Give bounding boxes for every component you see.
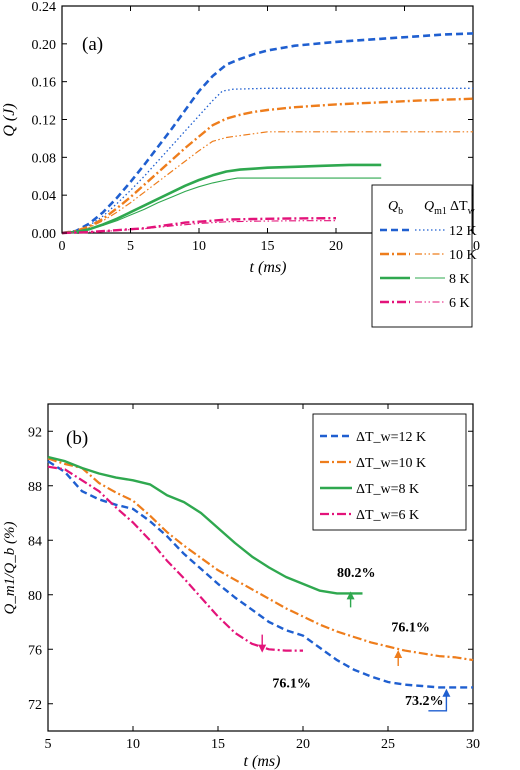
legend-b-label-3: ΔT_w=6 K [356, 508, 419, 523]
y-tick-label-a-0: 0.00 [32, 227, 57, 242]
annotation-label-3: 73.2% [405, 694, 444, 709]
series-group-a [61, 32, 474, 235]
annotation-arrowhead-3 [442, 688, 451, 697]
series-line-a-2 [61, 97, 474, 235]
annotation-group-b: 80.2% 76.1% 76.1% 73.2% [258, 566, 451, 712]
y-tick-label-b-2: 80 [28, 589, 42, 604]
series-line-a-0 [61, 32, 474, 235]
annotation-arrowhead-2 [258, 644, 267, 653]
x-tick-label-a-4: 20 [329, 239, 343, 254]
legend-a-header-0: Qb [388, 199, 403, 217]
x-tick-label-b-0: 5 [45, 737, 52, 752]
panel-a: 0510152025300.000.040.080.120.160.200.24… [1, 0, 480, 328]
y-axis-label-a: Q (J) [1, 103, 18, 136]
y-tick-label-b-4: 88 [28, 480, 42, 495]
legend-box-b [312, 413, 467, 531]
legend-a-label-0: 12 K [449, 224, 477, 239]
series-line-a-4 [61, 163, 382, 235]
series-line-b-0 [47, 460, 473, 689]
y-tick-label-a-2: 0.08 [32, 151, 57, 166]
y-tick-label-a-3: 0.12 [32, 114, 57, 129]
legend-a-label-3: 6 K [449, 296, 470, 311]
x-tick-label-b-4: 25 [381, 737, 395, 752]
x-tick-label-b-5: 30 [466, 737, 480, 752]
legend-b-label-1: ΔT_w=10 K [356, 456, 426, 471]
y-tick-label-b-0: 72 [28, 698, 42, 713]
panel-b: 5 10 15 20 25 30 72 76 80 84 88 92 80.2% 76.1% 76.1% 7… [2, 403, 480, 770]
x-tick-label-a-1: 5 [127, 239, 134, 254]
y-tick-label-a-1: 0.04 [32, 189, 57, 204]
annotation-label-1: 76.1% [391, 621, 430, 636]
series-line-a-5 [61, 177, 382, 234]
x-tick-label-b-3: 20 [296, 737, 310, 752]
legend-a-header-2: ΔTw [450, 199, 476, 217]
annotation-label-0: 80.2% [337, 566, 376, 581]
plot-frame-b [47, 403, 474, 732]
x-axis-label-b: t (ms) [244, 753, 281, 770]
y-tick-label-b-1: 76 [28, 643, 42, 658]
legend-a-label-1: 10 K [449, 248, 477, 263]
legend-b: ΔT_w=12 K ΔT_w=10 K ΔT_w=8 K ΔT_w=6 K [312, 413, 467, 531]
y-tick-label-b-5: 92 [28, 425, 42, 440]
legend-box-a [371, 184, 473, 328]
legend-b-label-2: ΔT_w=8 K [356, 482, 419, 497]
series-line-a-3 [61, 131, 473, 234]
x-axis-label-a: t (ms) [250, 259, 287, 276]
y-tick-label-a-5: 0.20 [32, 38, 57, 53]
annotation-arrow-3 [428, 690, 448, 712]
legend-b-label-0: ΔT_w=12 K [356, 430, 426, 445]
panel-label-b: (b) [66, 428, 88, 449]
panel-label-a: (a) [82, 34, 103, 55]
x-tick-label-b-2: 15 [211, 737, 225, 752]
series-group-b [47, 455, 474, 689]
annotation-arrowhead-0 [346, 591, 355, 600]
series-line-b-3 [47, 465, 303, 652]
tick-group-b: 5 10 15 20 25 30 72 76 80 84 88 92 [28, 404, 480, 752]
y-tick-label-b-3: 84 [28, 534, 42, 549]
x-tick-label-a-2: 10 [192, 239, 206, 254]
annotation-label-2: 76.1% [272, 676, 311, 691]
x-tick-label-a-0: 0 [59, 239, 66, 254]
y-tick-label-a-6: 0.24 [32, 0, 57, 15]
y-tick-label-a-4: 0.16 [32, 76, 57, 91]
legend-a: Qb Qm1 ΔTw 12 K 10 K 8 K 6 K [371, 184, 477, 328]
x-tick-label-a-3: 15 [261, 239, 275, 254]
x-tick-label-b-1: 10 [126, 737, 140, 752]
y-axis-label-b: Q_m1/Q_b (%) [2, 522, 18, 615]
y-axis-label-b-text: Q_m1/Q_b (%) [2, 522, 18, 615]
annotation-arrowhead-1 [394, 649, 403, 658]
legend-a-label-2: 8 K [449, 272, 470, 287]
series-line-b-1 [47, 457, 474, 662]
series-line-b-2 [47, 455, 363, 595]
legend-a-header-1: Qm1 [424, 199, 447, 217]
series-line-a-7 [61, 220, 336, 234]
